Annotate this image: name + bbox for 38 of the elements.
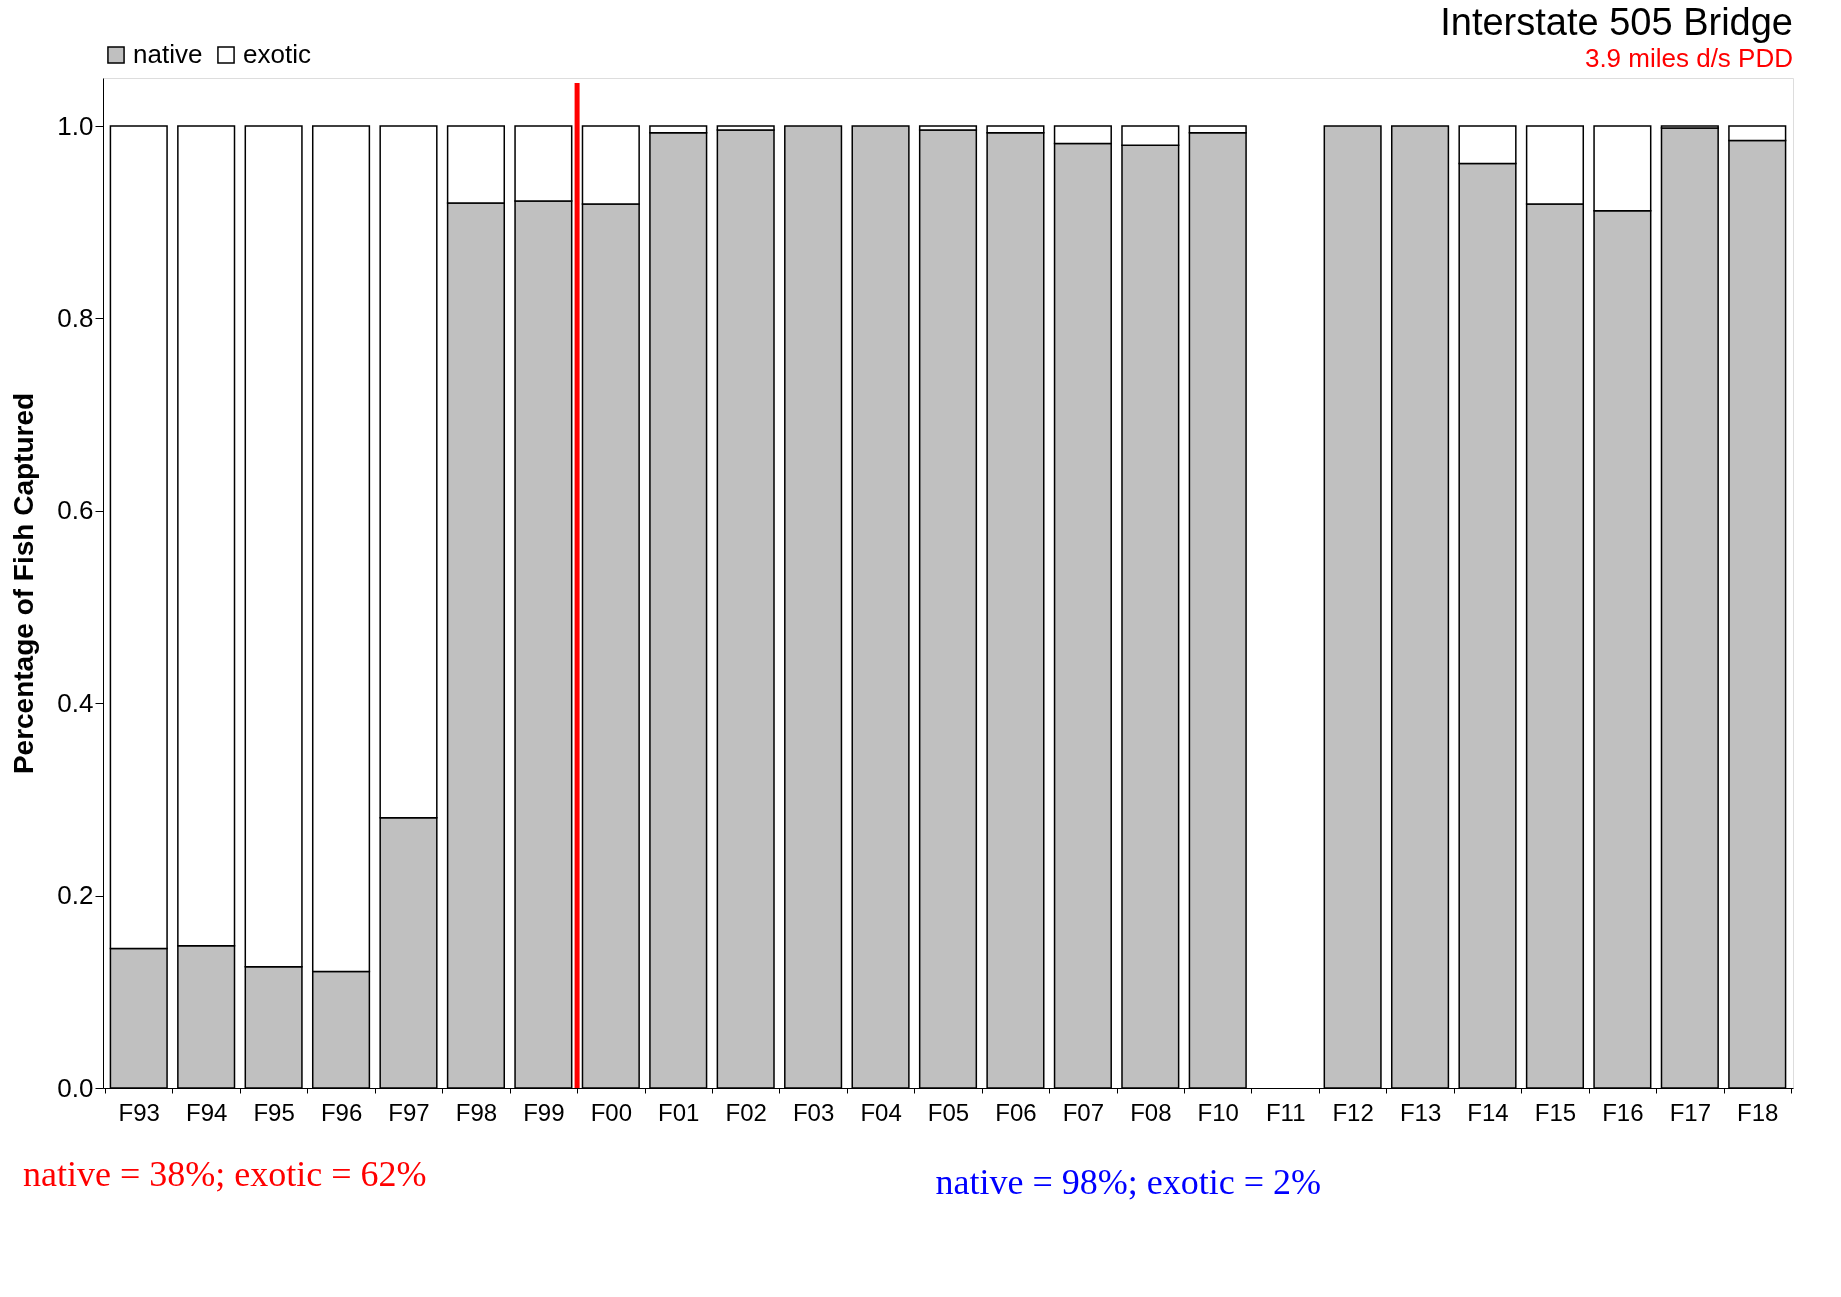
x-tick-label: F12: [1332, 1098, 1374, 1126]
x-tick-label: F99: [523, 1098, 565, 1126]
y-tick-label: 0.0: [57, 1072, 94, 1103]
y-tick-label: 0.4: [57, 687, 94, 718]
chart-title: Interstate 505 Bridge: [1440, 1, 1793, 43]
x-tick-label: F08: [1130, 1098, 1172, 1126]
y-axis-title: Percentage of Fish Captured: [8, 392, 40, 775]
x-tick-label: F95: [253, 1098, 295, 1126]
x-tick-label: F06: [995, 1098, 1037, 1126]
x-tick-label: F17: [1669, 1098, 1711, 1126]
x-tick-label: F93: [118, 1098, 160, 1126]
legend-label: exotic: [243, 39, 311, 69]
x-tick-label: F11: [1265, 1098, 1306, 1126]
x-tick-label: F01: [658, 1098, 700, 1126]
x-tick-label: F03: [792, 1098, 835, 1126]
x-tick-label: F18: [1737, 1098, 1779, 1126]
x-tick-label: F97: [388, 1098, 430, 1126]
x-tick-label: F00: [590, 1098, 632, 1126]
x-tick-label: F07: [1062, 1098, 1105, 1126]
y-tick-label: 1.0: [57, 110, 94, 141]
text: native = 98%; exotic = 2%: [935, 1162, 1322, 1202]
x-tick-label: F96: [320, 1098, 363, 1126]
text: native = 38%; exotic = 62%: [23, 1154, 427, 1194]
x-tick-label: F98: [455, 1098, 498, 1126]
y-tick-label: 0.6: [57, 495, 94, 526]
x-tick-label: F05: [927, 1098, 970, 1126]
x-tick-label: F13: [1399, 1098, 1442, 1126]
x-tick-label: F10: [1197, 1098, 1239, 1126]
y-tick-label: 0.2: [57, 880, 94, 911]
x-tick-label: F15: [1534, 1098, 1577, 1126]
chart-subtitle: 3.9 miles d/s PDD: [1584, 43, 1793, 73]
x-tick-label: F16: [1602, 1098, 1644, 1126]
legend-label: native: [133, 39, 203, 69]
x-tick-label: F94: [186, 1098, 228, 1126]
x-tick-label: F14: [1467, 1098, 1509, 1126]
y-tick-label: 0.8: [57, 302, 94, 333]
x-tick-label: F04: [860, 1098, 902, 1126]
x-tick-label: F02: [725, 1098, 767, 1126]
